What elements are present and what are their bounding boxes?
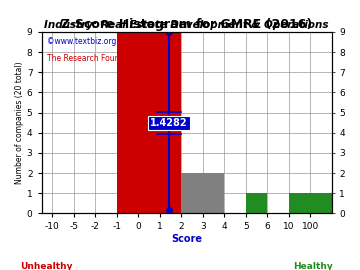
Bar (117, 32, 181, 213)
Text: The Research Foundation of SUNY: The Research Foundation of SUNY (48, 54, 177, 63)
Text: Healthy: Healthy (293, 262, 333, 270)
Text: ©www.textbiz.org: ©www.textbiz.org (48, 37, 117, 46)
Y-axis label: Number of companies (20 total): Number of companies (20 total) (15, 61, 24, 184)
Bar (181, 173, 224, 213)
Text: Unhealthy: Unhealthy (21, 262, 73, 270)
Text: Industry: Real Estate Development & Operations: Industry: Real Estate Development & Oper… (44, 20, 329, 30)
X-axis label: Score: Score (171, 234, 202, 244)
Title: Z-Score Histogram for GMRE (2016): Z-Score Histogram for GMRE (2016) (61, 18, 312, 31)
Bar (246, 193, 267, 213)
Text: 1.4282: 1.4282 (150, 118, 188, 128)
Bar (289, 193, 332, 213)
